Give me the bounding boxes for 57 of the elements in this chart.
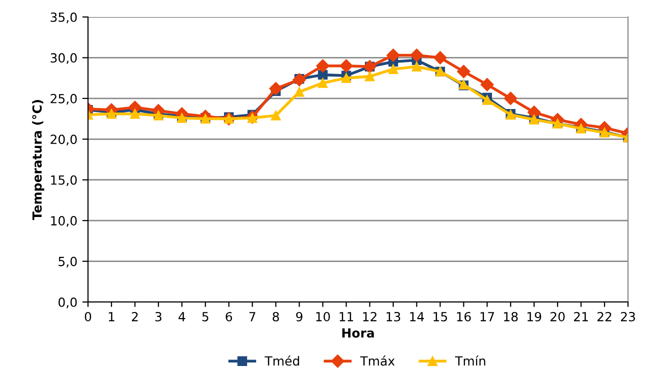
y-tick-label: 0,0 [58,297,77,308]
x-tick-label: 10 [316,312,330,322]
point [341,73,352,83]
legend-label: Tmáx [360,356,395,366]
y-tick-label: 10,0 [51,216,77,227]
x-tick-label: 18 [504,312,518,322]
y-tick-label: 25,0 [50,94,77,105]
x-tick-label: 4 [178,312,186,322]
point [482,95,492,105]
point [528,106,541,119]
point [292,73,306,86]
x-tick-label: 19 [528,312,542,322]
x-tick-label: 0 [84,312,92,322]
x-tick-label: 20 [550,312,565,322]
point [386,48,400,62]
x-tick-label: 17 [480,312,494,322]
point [388,64,398,74]
point [364,72,375,82]
y-tick-label: 35,0 [50,12,77,24]
point [504,92,518,106]
point [434,51,447,64]
x-tick-label: 14 [410,312,424,322]
x-tick-label: 23 [620,312,635,322]
x-tick-label: 9 [296,312,302,322]
x-tick-label: 5 [202,312,208,322]
x-tick-label: 22 [597,312,612,322]
x-tick-label: 15 [434,312,448,322]
point [316,59,330,72]
x-tick-label: 21 [574,312,588,322]
x-tick-label: 13 [386,312,400,322]
y-axis-title: Temperatura (°C) [32,100,44,220]
x-tick-label: 16 [457,312,471,322]
point [410,48,424,62]
x-tick-label: 7 [249,312,256,322]
x-tick-label: 3 [155,312,162,322]
point [457,64,470,78]
legend-label: Tmín [455,356,486,366]
point [412,62,422,72]
point [270,110,281,120]
y-tick-label: 5,0 [58,256,77,268]
point [269,82,282,96]
x-tick-label: 2 [132,312,138,322]
x-tick-label: 12 [363,312,376,322]
point [130,109,140,119]
x-tick-label: 6 [226,312,232,322]
point [294,87,304,97]
point [340,59,353,72]
y-tick-label: 20,0 [50,134,77,146]
x-tick-label: 1 [108,312,114,322]
legend-label: Tméd [264,356,300,366]
x-tick-label: 8 [272,312,279,322]
point [318,78,328,88]
x-tick-label: 11 [340,312,354,322]
x-axis-title: Hora [342,328,374,338]
y-tick-label: 30,0 [50,53,77,64]
point [480,78,494,92]
y-tick-label: 15,0 [51,175,77,186]
